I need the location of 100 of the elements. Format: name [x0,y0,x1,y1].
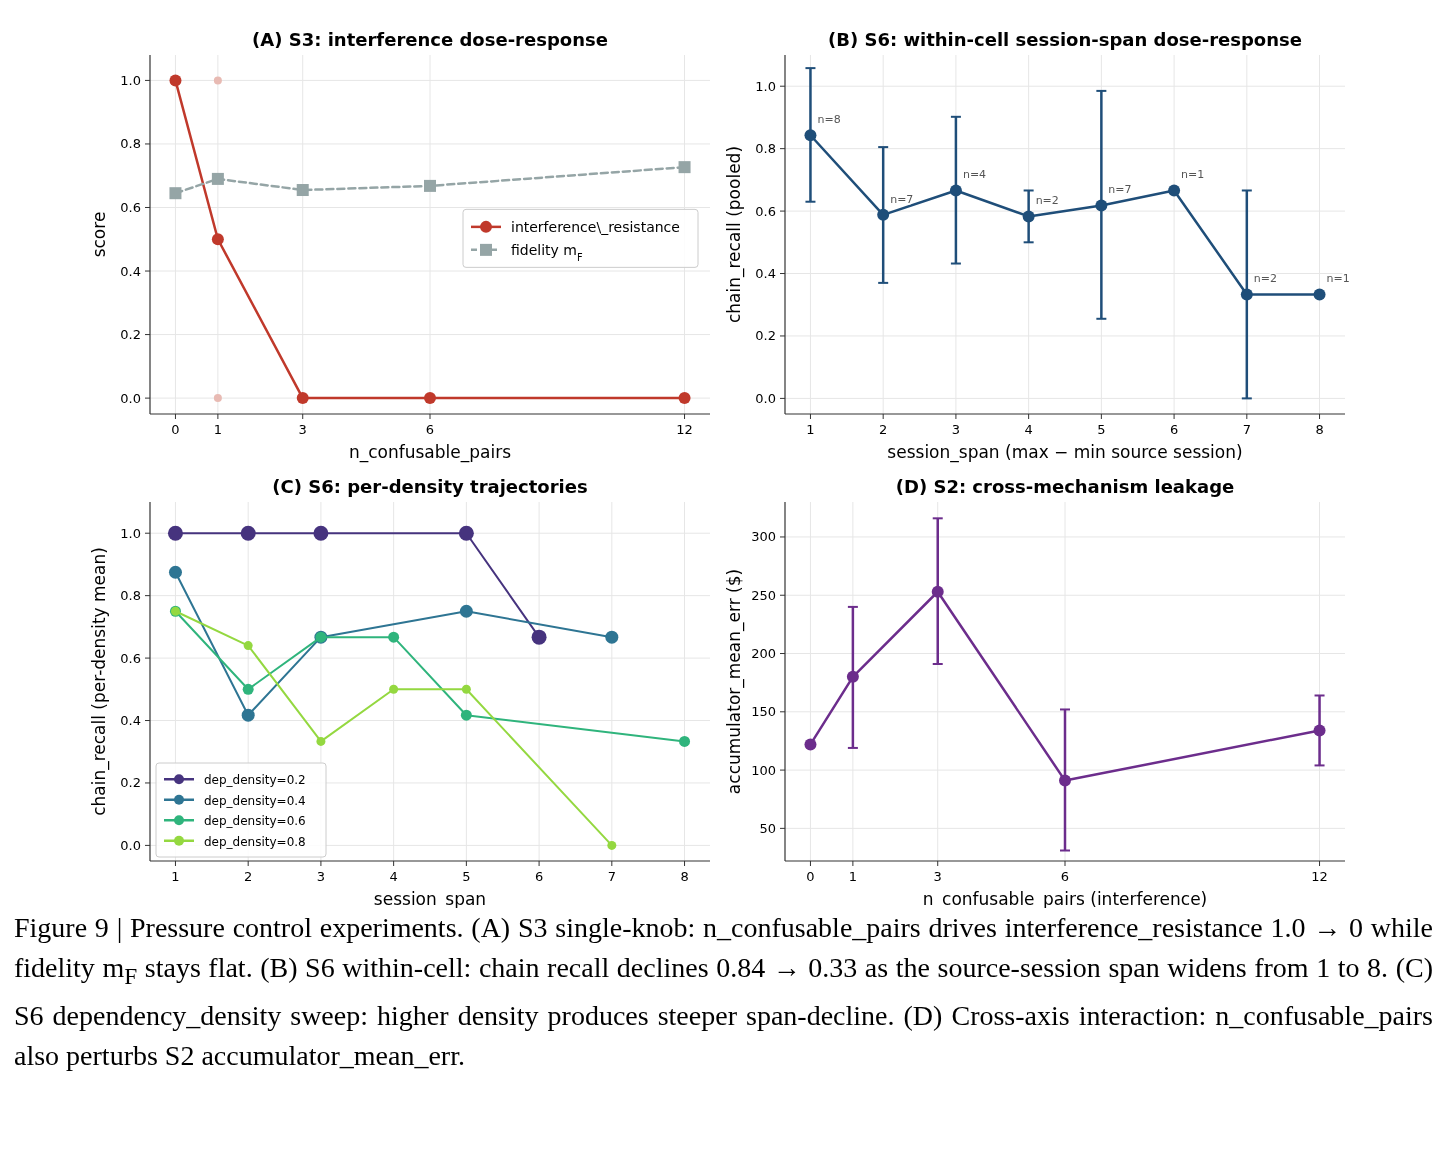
point [213,76,222,85]
annotation: n=4 [962,168,987,182]
point [1095,199,1108,212]
y-tick-label: 50 [759,820,776,836]
point [531,629,547,645]
y-tick-label: 0.2 [120,775,141,791]
chart-title: (C) S6: per-density trajectories [272,476,588,497]
y-tick-label: 0.4 [120,713,141,729]
legend-label: dep_density=0.2 [204,773,306,788]
y-tick-label: 250 [751,587,776,603]
chart-title: (A) S3: interference dose-response [252,29,608,50]
legend-label: dep_density=0.6 [204,814,306,829]
annotation: n=8 [817,113,841,127]
annotation: n=1 [1326,272,1350,286]
point [1022,210,1035,223]
x-tick-label: 7 [607,869,616,884]
point [605,630,619,644]
annotation: n=2 [1253,272,1278,286]
point [607,840,617,850]
x-tick-label: 7 [1242,422,1251,437]
y-tick-label: 0.6 [120,200,141,215]
x-tick-label: 12 [676,422,693,437]
x-tick-label: 2 [879,422,888,437]
x-tick-label: 0 [806,869,815,884]
point [458,525,474,541]
y-tick-label: 0.6 [120,650,141,666]
y-tick-label: 0.0 [120,390,141,406]
y-tick-label: 0.2 [755,328,776,344]
point [460,709,472,721]
x-tick-label: 3 [298,422,307,437]
legend-label: dep_density=0.4 [204,793,306,808]
legend-label: interference\_resistance [511,218,680,235]
y-tick-label: 0.2 [120,327,141,343]
point [931,585,944,598]
y-tick-label: 0.0 [755,390,776,406]
point [388,631,400,643]
y-tick-label: 0.6 [755,203,776,219]
legend-label: dep_density=0.8 [204,834,306,849]
annotation: n=7 [890,192,914,206]
point [804,738,817,751]
point [242,683,254,695]
point [1168,184,1181,197]
x-tick-label: 6 [1060,869,1070,884]
point [240,525,256,541]
point [213,394,222,403]
point [316,736,326,746]
x-tick-label: 1 [806,422,815,437]
point [211,172,224,185]
x-tick-label: 8 [680,869,689,884]
point [296,184,309,197]
x-tick-label: 12 [1311,869,1328,884]
x-tick-label: 3 [951,422,961,437]
x-tick-label: 1 [848,869,858,884]
y-tick-label: 200 [751,646,776,662]
x-axis-title: session_span (max − min source session) [887,442,1243,463]
point [167,525,183,541]
y-axis-title: score [89,211,109,258]
annotation: n=7 [1108,183,1132,197]
y-tick-label: 1.0 [755,78,776,94]
point [389,684,399,694]
y-tick-label: 1.0 [120,72,141,88]
x-tick-label: 3 [316,869,326,884]
y-tick-label: 1.0 [120,525,141,541]
point [169,74,182,87]
x-tick-label: 5 [1097,422,1106,437]
y-tick-label: 0.0 [120,837,141,853]
point [846,670,859,683]
x-tick-label: 4 [389,869,398,884]
x-tick-label: 1 [171,869,180,884]
point [1059,774,1071,787]
annotation: n=1 [1181,168,1205,182]
y-tick-label: 0.4 [755,266,776,282]
legend-label: fidelity m$_{F}$ [511,241,583,263]
x-tick-label: 6 [534,869,544,884]
point [949,184,962,197]
point [678,161,691,174]
annotation: n=2 [1035,194,1059,208]
y-tick-label: 150 [751,704,776,720]
x-tick-label: 8 [1315,422,1324,437]
y-tick-label: 0.8 [120,136,141,152]
point [424,179,436,192]
point [1313,288,1326,301]
x-tick-label: 1 [213,422,223,437]
x-tick-label: 4 [1024,422,1033,437]
x-tick-label: 3 [933,869,942,884]
y-tick-label: 0.8 [120,588,141,604]
x-tick-label: 0 [171,422,180,437]
point [461,684,471,694]
y-tick-label: 100 [751,762,776,778]
caption: Figure 9 | Pressure control experiments. (A) S3 single-knob: n_confusable_pairs drives interference_resistance 1.0 → 0 while fidelity m$_{F}$ stays flat. (B) S6 within-cell: chain recall declines 0.84 → 0.33 as the source-session span widens from 1 to 8. (C) S6 dependency_density sweep: higher density produces steeper span-decline. (D) Cross-axis interaction: n_confusable_pairs also perturbs S2 accumulator_mean_err. [13,911,1434,1073]
point [459,604,473,618]
x-tick-label: 5 [462,869,471,884]
point [1240,288,1253,301]
chart-title: (D) S2: cross-mechanism leakage [895,476,1235,497]
x-axis-title: n_confusable_pairs [348,442,512,463]
y-axis-title: chain_recall (pooled) [724,145,745,324]
point [211,233,224,246]
point [313,525,329,541]
chart-title: (B) S6: within-cell session-span dose-response [828,29,1302,50]
point [169,187,182,200]
